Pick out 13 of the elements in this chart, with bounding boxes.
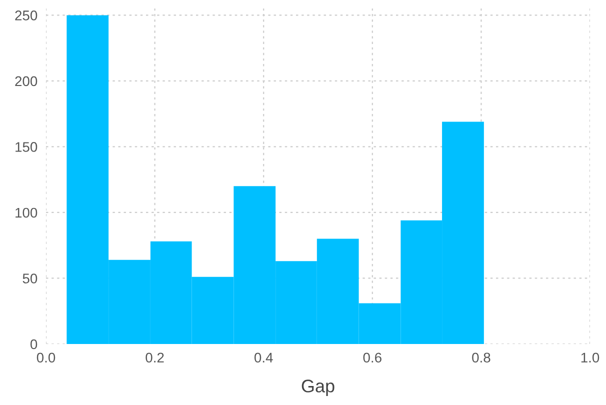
y-tick-label: 0 bbox=[30, 339, 38, 350]
y-tick-label: 150 bbox=[16, 142, 38, 152]
x-tick-label: 1.0 bbox=[581, 352, 600, 363]
x-tick-label: 0.0 bbox=[36, 352, 56, 363]
x-tick-label: 0.8 bbox=[472, 352, 490, 363]
x-tick-label: 0.2 bbox=[146, 352, 164, 363]
x-tick-label: 0.6 bbox=[363, 352, 382, 363]
y-tick-label: 250 bbox=[15, 10, 38, 20]
y-tick-label: 50 bbox=[22, 274, 38, 284]
x-axis-title: Gap bbox=[302, 380, 334, 396]
y-tick-label: 200 bbox=[15, 76, 38, 86]
y-tick-label: 100 bbox=[16, 208, 38, 218]
x-tick-label: 0.4 bbox=[254, 352, 273, 363]
